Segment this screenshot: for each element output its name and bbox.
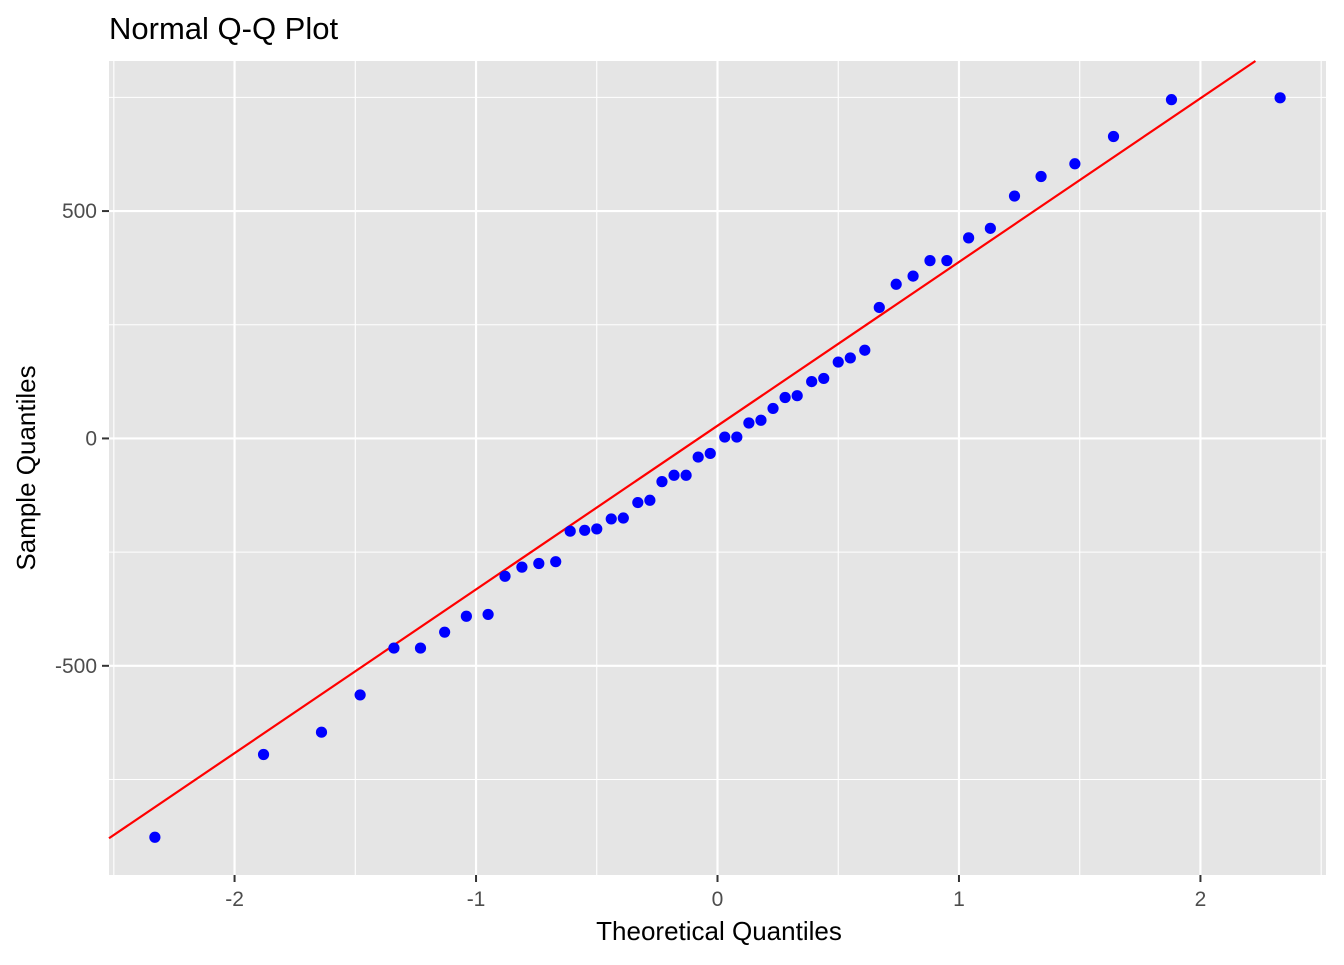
data-point (963, 232, 975, 244)
data-point (605, 513, 617, 525)
data-point (579, 524, 591, 536)
data-point (755, 414, 767, 426)
data-point (924, 255, 936, 267)
x-axis-label: Theoretical Quantiles (596, 916, 842, 946)
data-point (516, 561, 528, 573)
data-point (388, 642, 400, 654)
reference-line (108, 60, 1257, 840)
data-point (564, 525, 576, 537)
x-axis: -2 -1 0 1 2 (225, 875, 1206, 911)
data-point (1008, 190, 1021, 202)
y-tick-label: 500 (62, 200, 97, 223)
major-gridlines (109, 61, 1326, 875)
data-point (731, 431, 743, 443)
data-point (907, 270, 919, 282)
data-point (591, 523, 603, 535)
data-point (644, 494, 656, 506)
data-point (767, 402, 779, 415)
x-tick-label: 1 (953, 888, 965, 911)
data-point (791, 390, 803, 402)
data-point (941, 255, 953, 267)
data-point (1274, 92, 1286, 104)
data-point (873, 301, 885, 314)
data-point (719, 431, 731, 443)
data-point (460, 610, 472, 622)
data-point (439, 626, 451, 638)
data-point (832, 356, 844, 368)
x-tick-label: -2 (225, 888, 244, 911)
data-point (668, 469, 680, 481)
data-point (984, 222, 996, 234)
y-tick-label: -500 (55, 655, 97, 678)
data-point (632, 496, 644, 509)
data-point (257, 748, 270, 761)
reference-line-group (108, 60, 1257, 840)
y-tick-label: 0 (85, 427, 97, 450)
data-point (844, 352, 856, 364)
x-tick-label: 2 (1195, 888, 1207, 911)
data-point (818, 372, 830, 385)
data-point (859, 344, 871, 356)
y-axis-label: Sample Quantiles (11, 365, 41, 570)
data-point (692, 451, 704, 463)
data-point (1107, 130, 1120, 143)
data-point (1165, 94, 1178, 106)
data-point (1069, 158, 1081, 170)
data-points (149, 92, 1286, 843)
x-tick-label: -1 (467, 888, 486, 911)
data-point (680, 469, 692, 481)
data-point (890, 278, 902, 290)
y-axis: -500 0 500 (55, 200, 109, 678)
data-point (806, 375, 818, 388)
data-point (779, 391, 791, 404)
x-tick-label: 0 (712, 888, 724, 911)
data-point (704, 447, 716, 460)
data-point (354, 689, 366, 701)
data-point (1035, 170, 1047, 183)
data-point (482, 608, 494, 621)
data-point (149, 831, 161, 843)
data-point (315, 726, 328, 738)
data-point (656, 476, 668, 488)
data-point (743, 417, 755, 429)
data-point (617, 512, 629, 524)
data-point (499, 570, 511, 582)
data-point (414, 642, 427, 654)
chart-title: Normal Q-Q Plot (109, 11, 338, 46)
data-point (550, 556, 562, 568)
data-point (533, 557, 545, 570)
